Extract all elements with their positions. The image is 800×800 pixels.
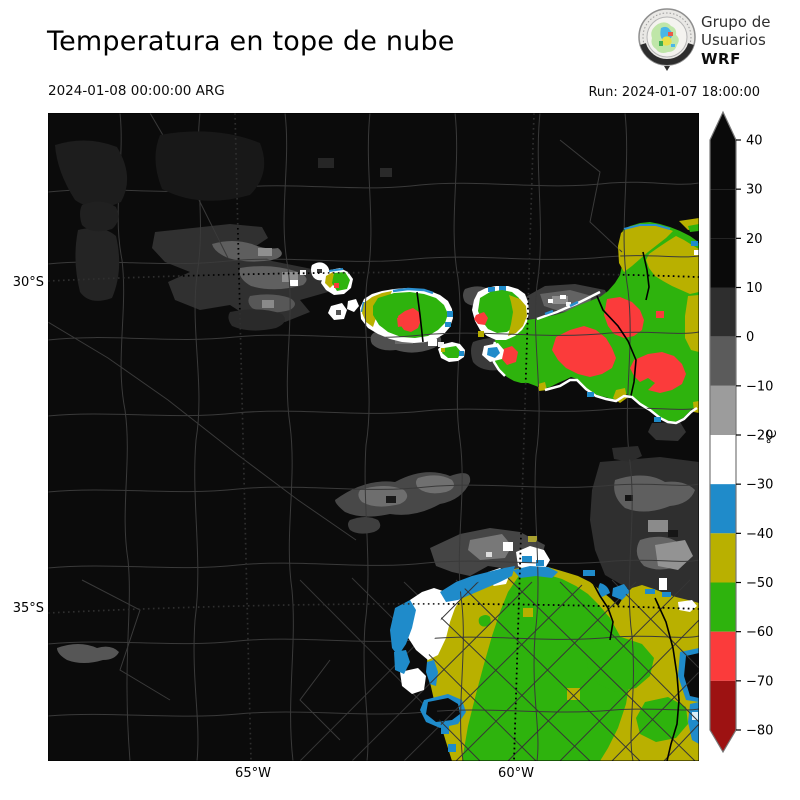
colorbar-segment xyxy=(710,435,736,485)
colorbar-tick-label: 40 xyxy=(746,134,763,149)
logo-laurel xyxy=(640,42,694,65)
lon-label-65W: 65°W xyxy=(235,766,271,781)
colorbar-segment xyxy=(710,631,736,681)
gray-streak-southwest xyxy=(57,644,119,663)
colorbar-segment xyxy=(710,533,736,583)
logo-text: Grupo de Usuarios WRF xyxy=(701,13,771,68)
gridline-35S xyxy=(48,603,699,614)
colorbar-tick-label: −40 xyxy=(746,527,773,542)
lon-label-60W: 60°W xyxy=(498,766,534,781)
gray-cloud-cluster-detail xyxy=(212,241,330,331)
logo-line1: Grupo de xyxy=(701,13,771,31)
run-time-label: Run: 2024-01-07 18:00:00 xyxy=(588,85,760,100)
gridline-30S xyxy=(48,271,699,282)
cloud-mass-south-detail xyxy=(390,542,699,761)
graticule xyxy=(48,113,699,761)
colorbar-segment xyxy=(710,336,736,386)
colorbar-tick-label: 0 xyxy=(746,330,754,345)
wrf-logo xyxy=(638,8,696,71)
colorbar-tick-label: −70 xyxy=(746,674,773,689)
valid-time-label: 2024-01-08 00:00:00 ARG xyxy=(48,83,225,99)
colorbar-segment xyxy=(710,680,736,731)
logo-line2: Usuarios xyxy=(701,31,766,50)
colorbar-segment xyxy=(710,140,736,190)
colorbar-over-arrow xyxy=(710,112,736,140)
colorbar-segment xyxy=(710,582,736,632)
colorbar-under-arrow xyxy=(710,730,736,753)
gridline-65W xyxy=(234,113,252,761)
storm-cell-line xyxy=(321,268,529,362)
colorbar-segment xyxy=(710,385,736,436)
lat-label-30S: 30°S xyxy=(13,275,44,290)
colorbar-tick-label: 10 xyxy=(746,281,763,296)
colorbar-tick-label: −80 xyxy=(746,724,773,739)
colorbar-tick-label: −10 xyxy=(746,379,773,394)
colorbar: 40 30 20 10 0 −10 −20 −30 −40 −50 −60 −70 −80 xyxy=(709,110,773,754)
colorbar-segment xyxy=(710,189,736,239)
colorbar-segment xyxy=(710,484,736,534)
cloud-mass-east-detail xyxy=(490,224,699,425)
cloud-sliver-northeast xyxy=(679,218,699,232)
colorbar-segment xyxy=(710,287,736,337)
colorbar-segment xyxy=(710,238,736,288)
colorbar-tick-label: −30 xyxy=(746,478,773,493)
colorbar-tick-label: −50 xyxy=(746,576,773,591)
colorbar-tick-label: 20 xyxy=(746,232,763,247)
colorbar-unit: °C xyxy=(765,430,779,444)
colorbar-tick-label: 30 xyxy=(746,183,763,198)
colorbar-tick-label: −20 xyxy=(746,429,773,444)
gray-field-left-detail xyxy=(348,475,454,534)
colorbar-tick-label: −60 xyxy=(746,625,773,640)
page-title: Temperatura en tope de nube xyxy=(47,26,455,57)
logo-line3: WRF xyxy=(701,49,741,68)
lat-label-35S: 35°S xyxy=(13,601,44,616)
logo-globe-art xyxy=(651,22,679,53)
